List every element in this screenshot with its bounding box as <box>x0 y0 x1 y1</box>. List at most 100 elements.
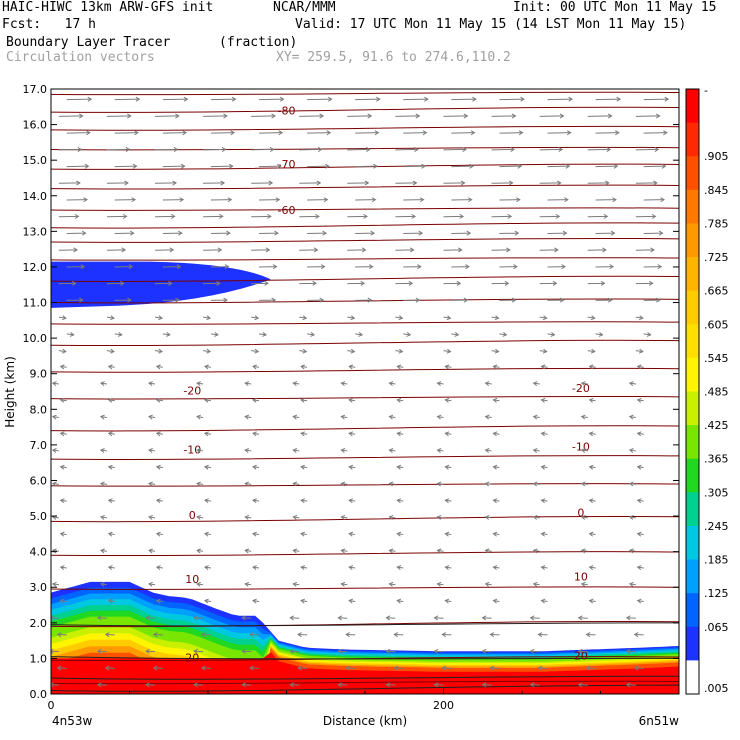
wind-vector-head <box>492 464 498 470</box>
colorbar-swatch <box>686 391 699 426</box>
wind-vector-head <box>59 565 65 571</box>
wind-vector-head <box>636 498 642 504</box>
wind-vector-head <box>456 280 462 286</box>
wind-vector-head <box>421 163 426 169</box>
wind-vector <box>301 466 308 469</box>
theta-contour <box>51 298 679 304</box>
wind-vector-head <box>340 448 346 453</box>
colorbar: - .905 .845 .785 .725 .665 .605 .545 .485 .425 .36… <box>685 84 729 695</box>
wind-vector-head <box>418 230 424 236</box>
wind-vector-head <box>326 130 332 136</box>
wind-vector-head <box>529 682 535 688</box>
colorbar-label: - <box>704 84 708 97</box>
wind-vector-head <box>244 414 250 420</box>
wind-vector-head <box>99 448 105 453</box>
wind-vector <box>635 350 643 353</box>
wind-vector-head <box>252 565 257 571</box>
wind-vector-head <box>345 665 350 671</box>
wind-vector-head <box>348 397 354 403</box>
wind-vector-head <box>537 632 543 638</box>
wind-vector-head <box>193 648 198 654</box>
wind-vector-head <box>568 96 574 102</box>
wind-vector <box>493 466 500 469</box>
wind-vector <box>100 482 108 485</box>
wind-vector-head <box>155 498 161 504</box>
wind-vector-head <box>241 648 246 654</box>
wind-vector-head <box>638 315 644 321</box>
wind-vector-head <box>129 230 135 236</box>
wind-vector-head <box>350 315 356 321</box>
wind-vector-head <box>433 648 439 654</box>
wind-vector <box>341 549 348 552</box>
wind-vector-head <box>446 348 452 354</box>
wind-vector-head <box>388 414 394 420</box>
colorbar-label: .125 <box>704 587 729 600</box>
wind-vector <box>589 432 596 435</box>
wind-vector <box>307 333 315 336</box>
wind-vector <box>60 566 67 569</box>
wind-vector <box>445 466 452 469</box>
wind-vector-head <box>200 665 206 671</box>
wind-vector-head <box>227 197 233 203</box>
wind-vector <box>349 399 356 402</box>
wind-vector <box>485 482 492 485</box>
wind-vector-head <box>577 648 583 654</box>
wind-vector-head <box>358 331 364 337</box>
wind-vector-head <box>315 213 320 219</box>
wind-vector <box>629 583 636 586</box>
wind-vector-head <box>577 682 583 688</box>
wind-vector-head <box>492 431 498 437</box>
wind-vector <box>637 566 644 569</box>
wind-vector-head <box>559 297 565 303</box>
wind-vector <box>437 449 444 452</box>
y-tick-label: 8.0 <box>30 403 48 416</box>
wind-vector <box>499 333 507 336</box>
wind-vector <box>539 350 547 353</box>
wind-vector-head <box>51 448 57 453</box>
colorbar-label: .425 <box>704 419 729 432</box>
wind-vector <box>437 482 444 485</box>
wind-vector-head <box>252 431 257 437</box>
wind-vector-head <box>376 96 381 102</box>
colorbar-label: .485 <box>704 386 729 399</box>
wind-vector-head <box>350 348 356 354</box>
wind-vector <box>403 333 411 336</box>
wind-vector-head <box>492 565 498 571</box>
wind-vector <box>589 499 596 502</box>
wind-vector <box>581 549 588 552</box>
wind-vector-head <box>182 130 187 136</box>
wind-vector-head <box>444 464 450 470</box>
wind-vector-head <box>636 397 642 403</box>
wind-vector-head <box>125 146 131 152</box>
wind-vector-head <box>337 682 343 688</box>
colorbar-frame <box>685 88 700 695</box>
wind-vector-head <box>107 364 113 370</box>
wind-vector-head <box>580 414 586 420</box>
wind-vector-head <box>625 648 631 654</box>
wind-vector <box>52 583 59 586</box>
wind-vector-head <box>484 414 490 420</box>
wind-vector <box>349 499 356 502</box>
wind-vector-head <box>319 113 325 119</box>
wind-vector <box>108 432 115 435</box>
wind-vector-head <box>340 481 346 487</box>
wind-vector-head <box>104 665 110 671</box>
wind-vector-head <box>300 498 305 504</box>
wind-vector-head <box>540 598 546 604</box>
wind-vector <box>541 432 548 435</box>
wind-vector-head <box>433 615 439 621</box>
wind-vector <box>397 600 404 602</box>
colorbar-label: .245 <box>704 520 729 533</box>
wind-vector-head <box>316 180 322 186</box>
wind-vector-head <box>436 514 442 520</box>
wind-vector-head <box>615 130 620 136</box>
wind-vector-head <box>155 531 161 537</box>
wind-vector <box>491 316 499 319</box>
wind-vector-head <box>165 331 171 337</box>
model-title: HAIC-HIWC 13km ARW-GFS init <box>2 0 214 15</box>
wind-vector-head <box>319 297 325 303</box>
wind-vector-head <box>374 130 380 136</box>
wind-vector <box>389 516 396 519</box>
wind-vector-head <box>385 615 391 621</box>
wind-vector-head <box>454 331 460 337</box>
